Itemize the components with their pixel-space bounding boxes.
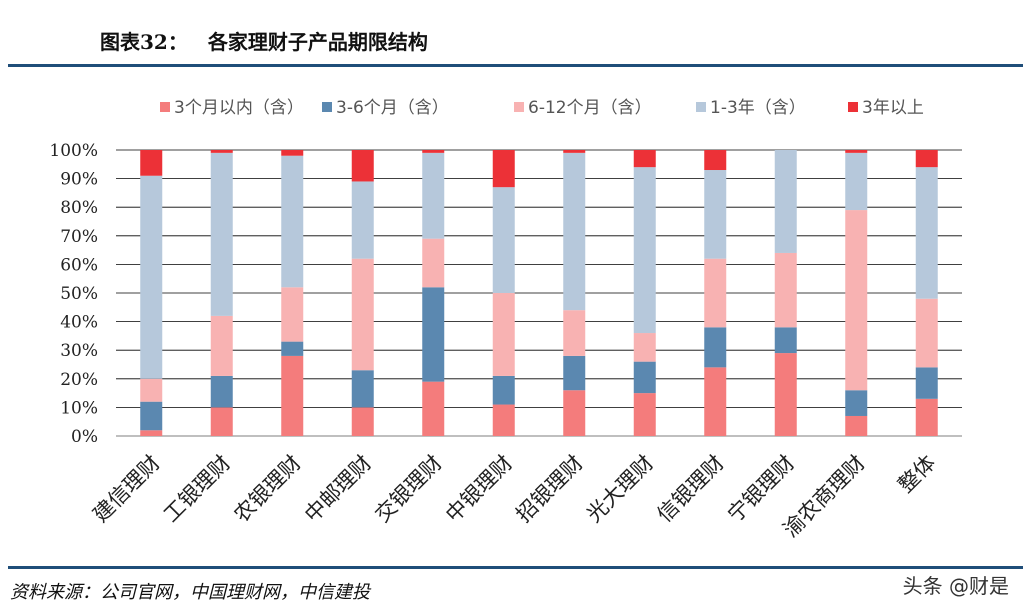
bar-segment bbox=[281, 287, 304, 342]
y-tick-label: 20% bbox=[60, 370, 98, 390]
header-rule bbox=[8, 64, 1023, 67]
bar-segment bbox=[563, 355, 586, 391]
bar-segment bbox=[281, 155, 304, 288]
stacked-bar-chart: 0% 10% 20% 30% 40% 50% 60% 70% 80% 90% 100% 建信理财工银理… bbox=[49, 98, 962, 542]
bar-segment bbox=[845, 150, 868, 153]
bar-segment bbox=[704, 150, 727, 171]
legend-label: 1-3年（含） bbox=[710, 98, 806, 118]
y-tick-label: 40% bbox=[60, 313, 98, 333]
bar-segment bbox=[633, 167, 656, 334]
bar-segment bbox=[140, 378, 163, 402]
source-note: 资料来源：公司官网，中国理财网，中信建投 bbox=[10, 582, 370, 603]
bar-segment bbox=[140, 430, 163, 436]
bar-segment bbox=[774, 353, 797, 436]
y-tick-label: 80% bbox=[60, 198, 98, 218]
bar-segment bbox=[704, 258, 727, 328]
bar-segment bbox=[633, 150, 656, 168]
legend-label: 3年以上 bbox=[862, 98, 924, 118]
bar-segment bbox=[633, 361, 656, 394]
legend-label: 3-6个月（含） bbox=[336, 98, 449, 118]
bar-segment bbox=[563, 152, 586, 311]
bar-segment bbox=[704, 327, 727, 368]
bar-segment bbox=[845, 415, 868, 436]
bar-segment bbox=[915, 398, 938, 436]
bar-segment bbox=[492, 187, 515, 293]
bar-segment bbox=[422, 152, 445, 239]
legend-label: 3个月以内（含） bbox=[174, 98, 304, 118]
y-tick-label: 70% bbox=[60, 227, 98, 247]
y-tick-label: 90% bbox=[60, 170, 98, 190]
figure-header: 图表32： 各家理财子产品期限结构 bbox=[100, 24, 428, 56]
bar-segment bbox=[492, 293, 515, 376]
x-tick-label: 建信理财 bbox=[88, 451, 164, 527]
bar-segment bbox=[351, 370, 374, 408]
bar-segment bbox=[210, 375, 233, 408]
legend-swatch bbox=[322, 102, 332, 112]
bar-segment bbox=[140, 175, 163, 379]
bar-segment bbox=[633, 333, 656, 362]
x-tick-label: 工银理财 bbox=[159, 451, 235, 527]
legend-swatch bbox=[696, 102, 706, 112]
bar-segment bbox=[563, 150, 586, 153]
bar-segment bbox=[210, 315, 233, 376]
bar-segment bbox=[845, 390, 868, 416]
bar-segment bbox=[915, 367, 938, 399]
bar-segment bbox=[774, 252, 797, 328]
legend-label: 6-12个月（含） bbox=[528, 98, 652, 118]
bar-segment bbox=[774, 327, 797, 354]
y-tick-label: 100% bbox=[49, 141, 98, 161]
bar-segment bbox=[845, 152, 868, 211]
x-tick-label: 整体 bbox=[894, 451, 941, 498]
bar-segment bbox=[210, 152, 233, 316]
bar-segment bbox=[281, 341, 304, 356]
x-tick-label: 农银理财 bbox=[229, 451, 305, 527]
bar-segment bbox=[915, 150, 938, 168]
bar-segment bbox=[563, 310, 586, 356]
figure-label: 图表32： bbox=[100, 29, 188, 54]
bar-segment bbox=[281, 355, 304, 436]
legend-swatch bbox=[848, 102, 858, 112]
bar-segment bbox=[210, 407, 233, 436]
bar-segment bbox=[351, 407, 374, 436]
bar-segment bbox=[492, 375, 515, 405]
bar-segment bbox=[845, 210, 868, 391]
x-tick-label: 中银理财 bbox=[441, 451, 517, 527]
bar-segment bbox=[422, 150, 445, 153]
bar-segment bbox=[774, 150, 797, 253]
x-tick-label: 中邮理财 bbox=[300, 451, 376, 527]
legend-swatch bbox=[514, 102, 524, 112]
bar-segment bbox=[492, 404, 515, 436]
bar-segment bbox=[140, 401, 163, 431]
y-tick-label: 30% bbox=[60, 341, 98, 361]
bar-segment bbox=[563, 390, 586, 436]
bar-segment bbox=[422, 287, 445, 382]
bar-segment bbox=[351, 150, 374, 182]
bar-segment bbox=[704, 170, 727, 259]
watermark: 头条 @财是 bbox=[902, 574, 1009, 598]
x-tick-label: 招银理财 bbox=[511, 451, 587, 527]
bar-segment bbox=[140, 150, 163, 176]
bar-segment bbox=[422, 381, 445, 436]
bar-segment bbox=[704, 367, 727, 436]
bar-segment bbox=[915, 298, 938, 368]
x-tick-label: 光大理财 bbox=[582, 451, 658, 527]
y-tick-label: 10% bbox=[60, 398, 98, 418]
footer-rule bbox=[8, 566, 1023, 569]
y-tick-label: 60% bbox=[60, 255, 98, 275]
x-tick-label: 信银理财 bbox=[652, 451, 728, 527]
chart-title: 各家理财子产品期限结构 bbox=[207, 29, 428, 54]
y-tick-label: 50% bbox=[60, 284, 98, 304]
bar-segment bbox=[351, 181, 374, 259]
bar-segment bbox=[210, 150, 233, 153]
y-tick-label: 0% bbox=[71, 427, 98, 447]
bar-segment bbox=[492, 150, 515, 188]
bar-segment bbox=[422, 238, 445, 288]
x-tick-label: 交银理财 bbox=[370, 451, 446, 527]
bar-segment bbox=[633, 393, 656, 436]
bar-segment bbox=[281, 150, 304, 156]
legend-swatch bbox=[160, 102, 170, 112]
bar-segment bbox=[351, 258, 374, 371]
bar-segment bbox=[915, 167, 938, 299]
